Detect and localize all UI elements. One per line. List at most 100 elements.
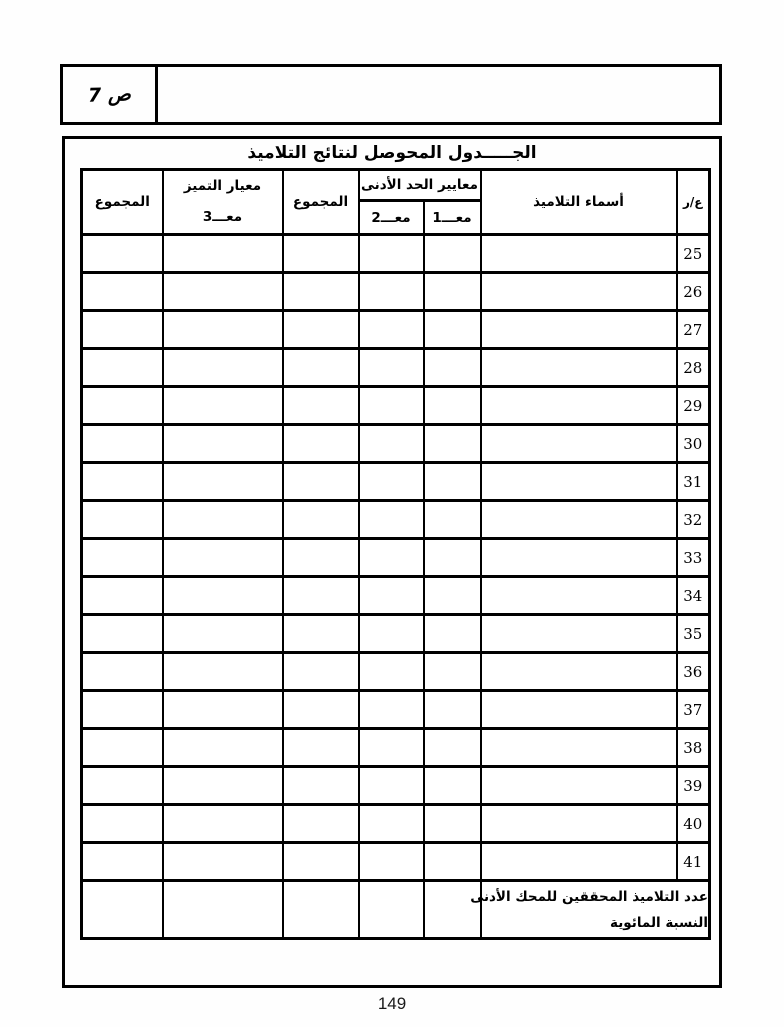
table-row: 41	[80, 841, 711, 882]
row-index-cell: 40	[675, 803, 711, 844]
total2-cell	[80, 651, 164, 692]
total1-cell	[281, 385, 360, 426]
row-index-cell: 41	[675, 841, 711, 882]
results-table: ع/ر أسماء التلاميذ معايير الحد الأدنى ال…	[80, 168, 711, 940]
total1-cell	[281, 233, 360, 274]
student-name-cell	[479, 499, 678, 540]
total2-cell	[80, 499, 164, 540]
excellence-cell	[161, 233, 284, 274]
student-name-cell	[479, 271, 678, 312]
student-name-cell	[479, 309, 678, 350]
excellence-cell	[161, 499, 284, 540]
total1-cell	[281, 841, 360, 882]
total1-cell	[281, 765, 360, 806]
crit1-cell	[422, 499, 482, 540]
row-index-cell: 26	[675, 271, 711, 312]
crit1-cell	[422, 651, 482, 692]
student-name-cell	[479, 613, 678, 654]
student-name-cell	[479, 689, 678, 730]
excellence-cell	[161, 537, 284, 578]
row-index-cell: 32	[675, 499, 711, 540]
table-row: 31	[80, 461, 711, 502]
crit1-cell	[422, 765, 482, 806]
table-row: 33	[80, 537, 711, 578]
footer-row: عدد التلاميذ المحققين للمحك الأدنى النسب…	[80, 879, 711, 940]
table-title: الجـــــدول المحوصل لنتائج التلاميذ	[247, 143, 537, 163]
excellence-cell	[161, 765, 284, 806]
total1-cell	[281, 727, 360, 768]
total1-cell	[281, 689, 360, 730]
header-row-top: ع/ر أسماء التلاميذ معايير الحد الأدنى ال…	[80, 168, 711, 236]
table-row: 40	[80, 803, 711, 844]
total2-cell	[80, 423, 164, 464]
row-index-cell: 25	[675, 233, 711, 274]
total2-cell	[80, 613, 164, 654]
excellence-cell	[161, 689, 284, 730]
crit2-cell	[357, 499, 425, 540]
crit2-cell	[357, 309, 425, 350]
row-index-cell: 28	[675, 347, 711, 388]
row-index-cell: 37	[675, 689, 711, 730]
row-index-cell: 30	[675, 423, 711, 464]
footer-empty-cell-excellence	[161, 879, 284, 940]
excellence-cell	[161, 347, 284, 388]
student-name-cell	[479, 233, 678, 274]
page-header-empty-cell	[158, 67, 719, 122]
col-header-index: ع/ر	[675, 168, 711, 236]
crit1-cell	[422, 689, 482, 730]
crit1-cell	[422, 727, 482, 768]
crit2-cell	[357, 613, 425, 654]
table-row: 25	[80, 233, 711, 274]
crit1-cell	[422, 233, 482, 274]
total1-cell	[281, 271, 360, 312]
excellence-cell	[161, 651, 284, 692]
col-header-excellence: معيار التميز معـــ3	[161, 168, 284, 236]
table-header: ع/ر أسماء التلاميذ معايير الحد الأدنى ال…	[80, 168, 711, 236]
excellence-cell	[161, 385, 284, 426]
table-row: 37	[80, 689, 711, 730]
crit1-cell	[422, 803, 482, 844]
crit2-cell	[357, 575, 425, 616]
excellence-cell	[161, 613, 284, 654]
table-row: 35	[80, 613, 711, 654]
excellence-cell	[161, 841, 284, 882]
crit1-cell	[422, 613, 482, 654]
student-name-cell	[479, 537, 678, 578]
crit2-cell	[357, 271, 425, 312]
total2-cell	[80, 309, 164, 350]
total1-cell	[281, 423, 360, 464]
table-row: 36	[80, 651, 711, 692]
footer-count-label: عدد التلاميذ المحققين للمحك الأدنى	[470, 888, 708, 905]
row-index-cell: 29	[675, 385, 711, 426]
total2-cell	[80, 385, 164, 426]
total2-cell	[80, 803, 164, 844]
document-frame: الجـــــدول المحوصل لنتائج التلاميذ	[62, 136, 722, 988]
row-index-cell: 27	[675, 309, 711, 350]
total2-cell	[80, 271, 164, 312]
excellence-cell	[161, 575, 284, 616]
student-name-cell	[479, 765, 678, 806]
crit1-cell	[422, 537, 482, 578]
total2-cell	[80, 765, 164, 806]
row-index-cell: 33	[675, 537, 711, 578]
excellence-cell	[161, 727, 284, 768]
crit1-cell	[422, 461, 482, 502]
excellence-cell	[161, 271, 284, 312]
footer-percentage-label: النسبة المائوية	[610, 914, 708, 931]
total2-cell	[80, 689, 164, 730]
total1-cell	[281, 651, 360, 692]
crit2-cell	[357, 803, 425, 844]
row-index-cell: 39	[675, 765, 711, 806]
crit2-cell	[357, 233, 425, 274]
crit2-cell	[357, 841, 425, 882]
crit1-cell	[422, 271, 482, 312]
excellence-criterion-label: معيار التميز	[183, 178, 262, 194]
total1-cell	[281, 537, 360, 578]
row-index-cell: 31	[675, 461, 711, 502]
col-header-total-2: المجموع	[80, 168, 164, 236]
student-name-cell	[479, 385, 678, 426]
footer-labels-cell: عدد التلاميذ المحققين للمحك الأدنى النسب…	[470, 879, 711, 940]
page-header-box: ص 7	[60, 64, 722, 125]
col-header-crit1: معـــ1	[422, 199, 482, 236]
